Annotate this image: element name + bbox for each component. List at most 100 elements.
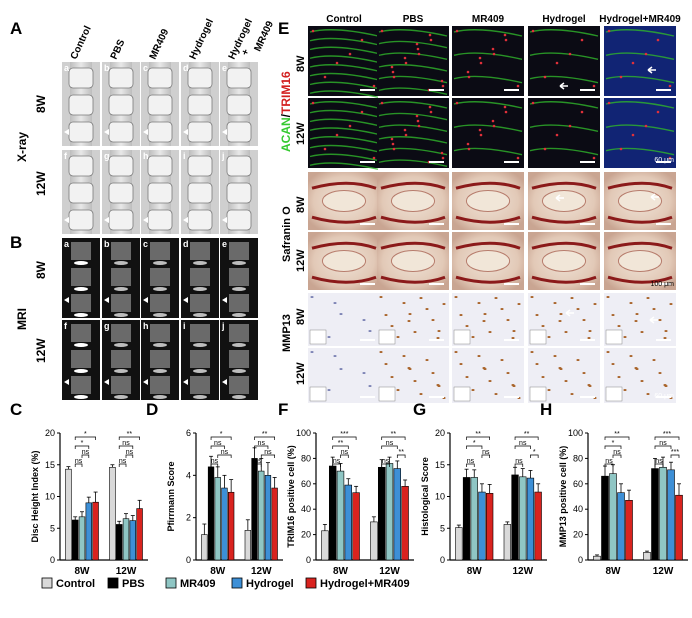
significance-label: * bbox=[81, 440, 84, 447]
ihc-cell bbox=[593, 303, 597, 305]
significance-label: ns bbox=[82, 449, 90, 456]
significance-label: * bbox=[533, 449, 536, 456]
mri-vertebra bbox=[150, 350, 170, 368]
ihc-cell bbox=[500, 359, 504, 361]
safranin-endplate bbox=[380, 241, 446, 250]
bar bbox=[478, 491, 486, 561]
y-tick-label: 6 bbox=[186, 428, 191, 438]
bar bbox=[78, 516, 86, 561]
fluo-fiber bbox=[378, 112, 448, 121]
fluo-cell bbox=[415, 114, 419, 118]
safranin-endplate bbox=[455, 275, 521, 284]
fluo-fiber bbox=[309, 162, 379, 170]
y-tick-label: 4 bbox=[186, 470, 191, 480]
fluo-cell bbox=[403, 56, 407, 60]
xray-vertebra bbox=[108, 67, 134, 89]
fluo-cell bbox=[619, 147, 623, 151]
y-tick-label: 40 bbox=[301, 504, 311, 514]
histology-image bbox=[452, 26, 524, 96]
scale-label: 100 μm bbox=[651, 281, 675, 288]
significance-bracket bbox=[466, 445, 483, 449]
significance-label: ns bbox=[119, 458, 127, 465]
safranin-nucleus bbox=[390, 250, 436, 272]
fluo-fiber bbox=[605, 124, 675, 133]
subpanel-letter: h bbox=[143, 321, 149, 331]
row-label-a-12w: 12W bbox=[34, 171, 48, 196]
histology-image bbox=[308, 348, 380, 403]
arrow-icon bbox=[104, 129, 109, 135]
fluo-cell bbox=[372, 156, 376, 160]
e-header-3: Hydrogel bbox=[542, 14, 586, 25]
xray-vertebra bbox=[187, 182, 213, 204]
fluo-fiber bbox=[378, 101, 448, 109]
arrow-icon bbox=[649, 316, 658, 324]
ihc-cell bbox=[413, 380, 417, 382]
mri-vertebra bbox=[150, 268, 170, 286]
ihc-cell bbox=[500, 308, 504, 310]
arrow-icon bbox=[222, 297, 227, 303]
a-header-3: Hydrogel bbox=[188, 17, 216, 61]
ihc-cell bbox=[339, 313, 343, 315]
significance-bracket bbox=[654, 436, 680, 440]
ihc-cell bbox=[511, 384, 515, 386]
fluo-cell bbox=[391, 70, 395, 74]
histology-image bbox=[604, 348, 676, 403]
ihc-cell bbox=[606, 351, 610, 353]
legend-label: PBS bbox=[122, 578, 145, 590]
row-label-e2-8w: 8W bbox=[295, 196, 307, 213]
ihc-cell bbox=[425, 359, 429, 361]
bar bbox=[251, 458, 258, 561]
ihc-cell bbox=[310, 296, 314, 298]
bar bbox=[116, 524, 123, 561]
fluo-cell bbox=[323, 75, 327, 79]
chart-c: C 0 5 10 15 20 Disc Height Index (%) 8W 12W ** ns n… bbox=[10, 400, 148, 577]
legend-label: Hydrogel bbox=[246, 578, 294, 590]
ihc-cell bbox=[471, 336, 475, 338]
fluo-cell bbox=[372, 84, 376, 88]
ihc-cell bbox=[482, 367, 486, 369]
fluo-cell bbox=[311, 101, 315, 105]
ihc-cell bbox=[635, 313, 639, 315]
fluo-bg bbox=[308, 26, 380, 96]
significance-bracket bbox=[332, 436, 357, 440]
fluo-fiber bbox=[378, 29, 448, 37]
significance-bracket bbox=[74, 445, 90, 449]
significance-bracket bbox=[125, 454, 134, 458]
fluo-bg bbox=[377, 98, 449, 168]
significance-bracket bbox=[332, 445, 349, 449]
fluo-fiber bbox=[309, 46, 379, 55]
mri-disc bbox=[193, 369, 207, 373]
xray-image: d bbox=[181, 62, 219, 146]
fluo-cell bbox=[478, 128, 482, 132]
ihc-cell bbox=[646, 393, 650, 395]
mri-disc bbox=[153, 287, 167, 291]
fluo-cell bbox=[467, 75, 471, 79]
fluo-cell bbox=[466, 142, 470, 146]
ihc-cell bbox=[339, 368, 343, 370]
histology-image bbox=[528, 348, 600, 403]
panel-letter-d: D bbox=[146, 400, 158, 419]
ihc-cell bbox=[327, 389, 331, 391]
a-header-line: Hydrogel bbox=[227, 17, 255, 61]
arrow-icon bbox=[64, 217, 69, 223]
mri-vertebra bbox=[71, 242, 91, 260]
significance-label: ns bbox=[659, 440, 667, 447]
mri-disc bbox=[153, 343, 167, 347]
bar bbox=[534, 491, 542, 561]
mri-vertebra bbox=[190, 242, 210, 260]
significance-label: * bbox=[84, 431, 87, 438]
xray-vertebra bbox=[68, 209, 94, 231]
panel-letter-g: G bbox=[413, 400, 426, 419]
subpanel-letter: i bbox=[183, 151, 186, 161]
legend-swatch bbox=[107, 577, 119, 589]
ihc-cell bbox=[634, 320, 638, 322]
significance-label: *** bbox=[663, 431, 671, 438]
ihc-cell bbox=[379, 296, 383, 298]
mri-vertebra bbox=[150, 324, 170, 342]
ihc-cell bbox=[471, 389, 475, 391]
fluo-cell bbox=[503, 105, 507, 109]
ihc-cell bbox=[506, 372, 510, 374]
y-tick-label: 100 bbox=[568, 428, 583, 438]
arrow-icon bbox=[143, 129, 148, 135]
histology-image bbox=[452, 348, 524, 403]
